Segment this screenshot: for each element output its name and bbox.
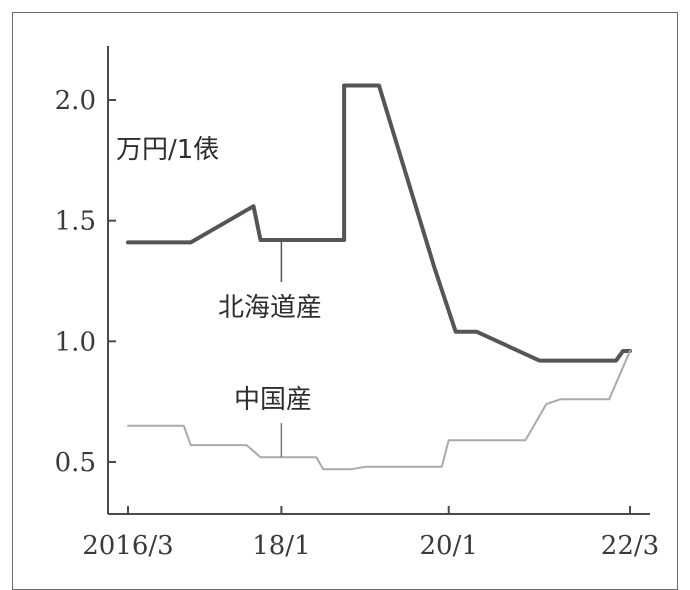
- x-tick-label-0: 2016/3: [82, 531, 173, 561]
- x-tick-label-3: 22/3: [601, 531, 659, 561]
- axes: [107, 46, 650, 515]
- y-tick-label-3: 2.0: [55, 86, 96, 116]
- y-tick-label-0: 0.5: [55, 448, 96, 478]
- series-line-0: [126, 83, 632, 363]
- series: [126, 83, 632, 471]
- ticks: 0.5 1.0 1.5 2.0 2016/3 18/1 20/1 22/3: [55, 86, 660, 561]
- annotation-china: 中国産: [234, 385, 312, 415]
- x-tick-label-1: 18/1: [252, 531, 310, 561]
- y-axis-unit-label: 万円/1俵: [116, 135, 219, 165]
- series-line-1: [127, 350, 631, 471]
- annotation-hokkaido: 北海道産: [218, 293, 322, 323]
- y-tick-label-2: 1.5: [55, 207, 96, 237]
- y-tick-label-1: 1.0: [55, 327, 96, 357]
- x-tick-label-2: 20/1: [420, 531, 478, 561]
